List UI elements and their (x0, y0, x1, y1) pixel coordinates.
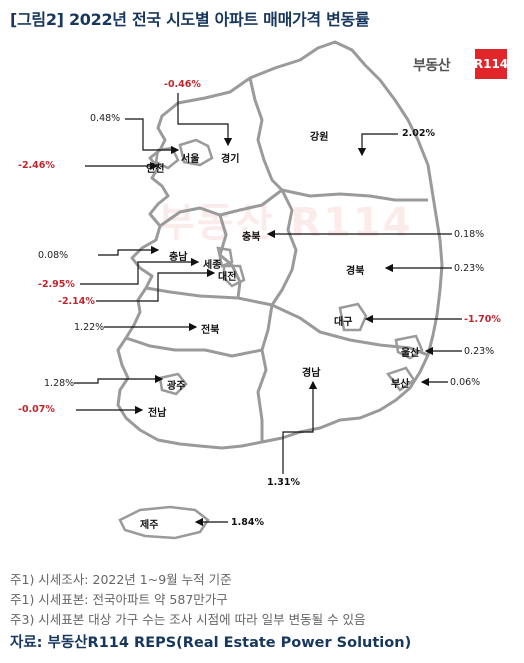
note-1: 주1) 시세조사: 2022년 1~9월 누적 기준 (10, 572, 232, 587)
value-chungnam: 0.08% (38, 250, 69, 261)
value-daejeon: -2.14% (58, 296, 95, 307)
arrow-daejeon (96, 268, 216, 302)
daejeon-shape (222, 264, 246, 288)
label-gwangju: 광주 (167, 381, 186, 392)
value-chungbuk: 0.18% (454, 229, 485, 240)
arrow-gyeongnam (282, 380, 318, 474)
page-title: [그림2] 2022년 전국 시도별 아파트 매매가격 변동률 (10, 10, 370, 29)
value-jeonnam: -0.07% (18, 404, 55, 415)
logo-box: R114 (474, 49, 508, 79)
label-gyeonggi: 경기 (221, 154, 240, 165)
value-sejong: -2.95% (38, 279, 75, 290)
arrow-gwangju (74, 374, 164, 384)
value-seoul: 0.48% (90, 113, 121, 124)
sejong-shape (216, 246, 234, 268)
value-incheon: -2.46% (18, 160, 55, 171)
source-line: 자료: 부동산R114 REPS(Real Estate Power Solut… (10, 635, 412, 651)
brand-logo: 부동산 R114 (413, 49, 510, 79)
logo-text: 부동산 (413, 58, 451, 74)
note-2: 주1) 시세표본: 전국아파트 약 587만가구 (10, 592, 228, 607)
value-ulsan: 0.23% (464, 346, 495, 357)
arrow-sejong (80, 257, 200, 285)
label-gyeongbuk: 경북 (346, 266, 365, 277)
label-daegu: 대구 (334, 317, 353, 328)
arrow-chungnam (98, 245, 160, 256)
label-incheon: 인천 (146, 164, 165, 175)
label-chungnam: 충남 (169, 252, 188, 263)
arrow-gangwon (357, 133, 398, 157)
value-daegu: -1.70% (464, 314, 501, 325)
busan-shape (385, 366, 416, 392)
value-gyeongbuk: 0.23% (454, 263, 485, 274)
note-3: 주3) 시세표본 대상 가구 수는 조사 시점에 따라 일부 변동될 수 있음 (10, 612, 366, 627)
seoul-shape (178, 138, 214, 167)
ulsan-shape (394, 334, 424, 360)
value-busan: 0.06% (450, 377, 481, 388)
label-jeonnam: 전남 (148, 408, 167, 419)
label-sejong: 세종 (203, 260, 222, 271)
value-jeju: 1.84% (231, 517, 264, 528)
label-jeonbuk: 전북 (201, 325, 220, 336)
value-gyeongnam: 1.31% (267, 477, 300, 488)
value-gwangju: 1.28% (44, 378, 75, 389)
gwangju-shape (158, 372, 188, 396)
label-gangwon: 강원 (310, 132, 329, 143)
label-seoul: 서울 (181, 154, 200, 165)
incheon-shape (154, 146, 180, 170)
value-gyeonggi: -0.46% (164, 79, 201, 90)
label-daejeon: 대전 (218, 272, 237, 283)
jeju-shape (118, 505, 210, 540)
daegu-shape (338, 302, 368, 332)
label-jeju: 제주 (140, 520, 159, 531)
label-gyeongnam: 경남 (302, 368, 321, 379)
label-ulsan: 울산 (401, 348, 420, 359)
value-jeonbuk: 1.22% (74, 322, 105, 333)
label-chungbuk: 충북 (242, 232, 261, 243)
arrow-gyeonggi (177, 93, 233, 147)
arrow-seoul (125, 118, 180, 155)
label-busan: 부산 (391, 379, 410, 390)
mainland-outline (116, 40, 444, 450)
value-gangwon: 2.02% (402, 128, 435, 139)
